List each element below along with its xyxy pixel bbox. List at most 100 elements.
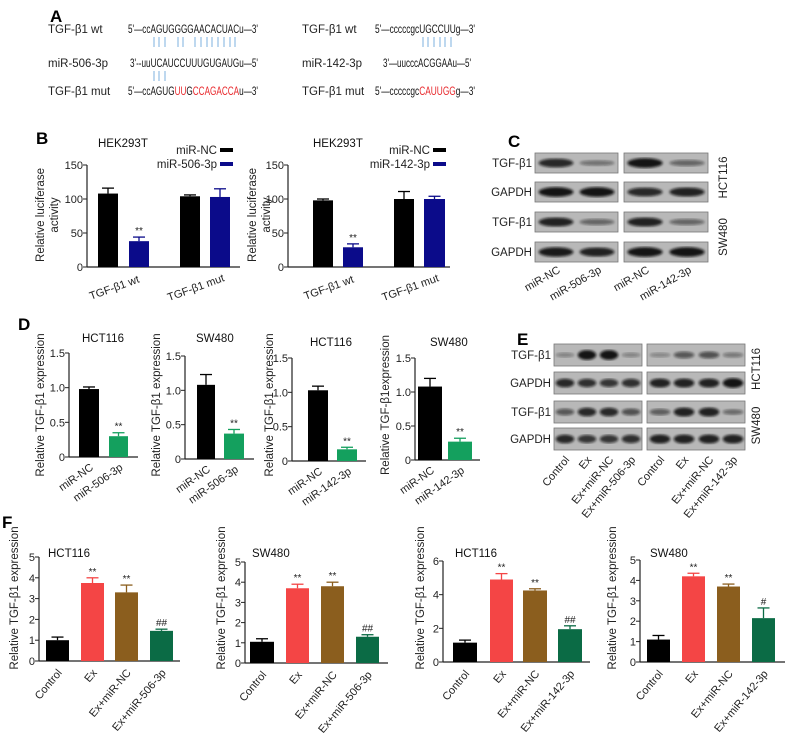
sequence-wt: 5'—cccccgcUGCCUUg—3' [375, 24, 475, 36]
significance-mark: ## [362, 624, 374, 635]
bar [321, 586, 344, 663]
y-tick-label: 1.5 [273, 353, 288, 365]
chart-f4: SW480 Relative TGF-β1 expression 0 1 2 3 4 5 Con… [607, 526, 785, 735]
protein-band [673, 407, 695, 417]
panel-label-c: C [508, 132, 520, 151]
bar [717, 586, 740, 662]
bar [109, 436, 128, 457]
significance-mark: ** [456, 427, 464, 438]
blot-row-label: GAPDH [510, 378, 551, 390]
legend-label: miR-NC [176, 145, 217, 157]
bar [343, 247, 363, 267]
cell-line-label: SW480 [751, 407, 763, 445]
blot-row-label: TGF-β1 [492, 217, 532, 229]
y-tick-label: 3 [235, 597, 241, 609]
y-tick-label: 100 [65, 194, 83, 206]
y-tick-label: 1 [630, 637, 636, 649]
bar [752, 618, 775, 662]
blot-membrane [623, 181, 709, 203]
chart-f2: SW480 Relative TGF-β1 expression 0 1 2 3 4 5 Con… [216, 526, 388, 736]
y-tick-label: 0 [59, 452, 65, 464]
protein-band [669, 159, 705, 167]
protein-band [673, 378, 695, 388]
bar [224, 433, 244, 459]
x-category-label: Control [440, 668, 472, 703]
blot-membrane [553, 427, 643, 451]
chart-f1: HCT116 Relative TGF-β1 expression 0 1 2 3 4 5 Co… [9, 526, 180, 734]
legend-label: miR-142-3p [370, 159, 430, 171]
protein-band [649, 352, 671, 358]
mutated-bases: UU [175, 86, 187, 98]
blot-membrane [553, 343, 643, 367]
legend-swatch [220, 162, 233, 166]
significance-mark: ** [531, 578, 539, 589]
sequence-segment: u—3' [239, 86, 258, 98]
chart-title: SW480 [252, 548, 290, 560]
chart-title: HCT116 [48, 548, 90, 560]
protein-band [621, 434, 641, 444]
y-tick-label: 0 [405, 455, 411, 467]
x-category-label: Control [634, 668, 666, 703]
protein-band [555, 408, 575, 416]
protein-band [621, 378, 641, 388]
protein-band [621, 352, 641, 358]
protein-band [538, 247, 574, 257]
sequence-segment: 5'—cccccgc [375, 86, 419, 98]
bar [418, 386, 442, 460]
chart-title: HCT116 [455, 548, 497, 560]
bar [356, 636, 379, 663]
significance-mark: ** [115, 422, 123, 433]
bar [313, 200, 333, 267]
protein-band [621, 408, 641, 416]
y-tick-label: 50 [71, 228, 83, 240]
protein-band [698, 407, 720, 417]
y-axis-label: activity [49, 197, 61, 232]
y-tick-label: 2 [235, 618, 241, 630]
bar [180, 196, 200, 267]
protein-band [579, 247, 615, 257]
bar [46, 640, 69, 661]
protein-band [627, 158, 663, 168]
significance-mark: ** [89, 567, 97, 578]
y-tick-label: 2 [433, 623, 439, 635]
bar [115, 592, 138, 661]
protein-band [698, 378, 720, 388]
y-tick-label: 1.0 [166, 385, 181, 397]
sequence-alignment-mir-506: TGF-β1 wt miR-506-3p TGF-β1 mut 5'—ccAGU… [48, 24, 258, 98]
bar [250, 641, 274, 663]
blot-membrane [646, 427, 746, 451]
x-category-label: Ex [683, 668, 701, 686]
protein-band [698, 434, 720, 444]
protein-band [649, 378, 671, 388]
blot-membrane [534, 181, 619, 203]
y-axis-label: Relative TGF-β1 expression [607, 526, 619, 669]
y-tick-label: 2 [630, 616, 636, 628]
bar [424, 199, 445, 267]
y-axis-label: Relative luciferase [35, 168, 47, 262]
significance-mark: ** [230, 418, 238, 429]
y-tick-label: 1.5 [166, 351, 181, 363]
bar [197, 384, 215, 459]
blot-membrane [553, 400, 643, 424]
y-tick-label: 3 [29, 594, 35, 606]
legend-label: miR-506-3p [157, 159, 217, 171]
lane-label: Ex [577, 454, 595, 472]
y-tick-label: 0 [235, 658, 241, 670]
protein-band [722, 434, 744, 444]
y-tick-label: 4 [29, 573, 35, 585]
chart-title: SW480 [430, 337, 468, 349]
protein-band [538, 158, 574, 168]
western-blots: TGF-β1GAPDHTGF-β1GAPDHHCT116SW480miR-NCm… [491, 152, 763, 521]
legend-swatch [433, 148, 446, 152]
protein-band [669, 218, 705, 226]
y-tick-label: 1.0 [50, 383, 65, 395]
chart-b1: HEK293T Relative luciferase activity 0 50 100… [35, 138, 240, 304]
significance-mark: ** [725, 573, 733, 584]
bar [150, 630, 173, 661]
protein-band [627, 217, 663, 227]
chart-title: HEK293T [313, 138, 363, 150]
bar [490, 579, 513, 662]
significance-mark: ## [564, 615, 576, 626]
x-group-label: TGF-β1 mut [166, 272, 226, 304]
